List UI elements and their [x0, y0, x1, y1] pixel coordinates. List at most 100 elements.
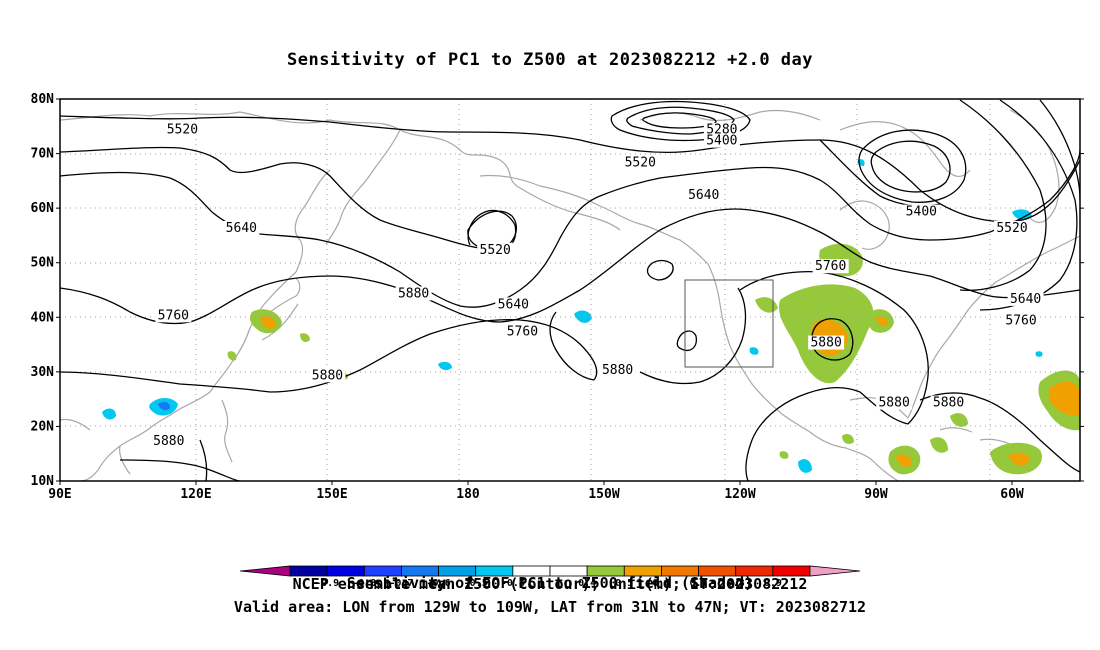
lon-tick-label: 120E	[180, 487, 211, 502]
lon-tick-label: 120W	[724, 487, 755, 502]
colorbar-label: -0.5	[464, 578, 488, 589]
lon-tick-label: 180	[456, 487, 480, 502]
lat-tick-label: 60N	[31, 201, 55, 216]
contour-label: 5880	[398, 286, 429, 301]
lon-tick-label: 90E	[48, 487, 71, 502]
lat-tick-label: 10N	[31, 474, 55, 489]
contour-label-bg	[808, 335, 845, 350]
contour-label-bg	[1007, 291, 1044, 306]
contour-label: 5760	[158, 308, 189, 323]
z500-contours	[60, 99, 1080, 481]
shaded-green-caribbean-3	[930, 437, 948, 453]
colorbar-label: 0.8	[727, 578, 745, 589]
colorbar-label: 0.9	[764, 578, 782, 589]
lat-tick-label: 50N	[31, 256, 55, 271]
shaded-orange-atlantic	[1048, 381, 1080, 416]
contour-label: 5520	[480, 243, 511, 258]
contour-label-bg	[994, 220, 1030, 235]
lat-tick-label: 30N	[31, 365, 55, 380]
contour-label: 5880	[312, 368, 343, 383]
caption-contour-info: NCEP ensemble mean Z500 (Contour); unit(…	[292, 575, 808, 593]
contour-label-bg	[903, 204, 940, 219]
shaded-orange-japan	[260, 316, 276, 329]
valid-area-box	[684, 279, 774, 368]
lat-tick-label: 80N	[31, 92, 55, 107]
contour-labels: 5520564055205280540055205640540055205640…	[150, 122, 1044, 449]
colorbar-label: 0.6	[652, 578, 670, 589]
contour-label: 5640	[498, 297, 529, 312]
contour-label-bg	[223, 220, 260, 235]
lon-tick-label: 150E	[316, 487, 347, 502]
colorbar-title: Sensitivity of EOF PC1 to Z500 field (Sh…	[347, 574, 753, 592]
lat-tick-labels: 80N 70N 60N 50N 40N 30N 20N 10N	[31, 92, 55, 489]
shaded-green-small-2	[227, 351, 237, 361]
coastlines	[60, 109, 1080, 481]
shaded-cyan-asia-2	[102, 408, 116, 420]
shaded-green-west	[755, 297, 778, 313]
shaded-cyan-small-3	[1035, 351, 1043, 357]
contour-label-bg	[309, 368, 346, 383]
contour-label-bg	[876, 395, 913, 410]
lon-tick-label: 60W	[1000, 487, 1024, 502]
shaded-orange-caribbean-1	[1008, 452, 1030, 466]
colorbar-label: 0.7	[690, 578, 708, 589]
lon-tick-label: 150W	[588, 487, 619, 502]
contour-label-bg	[812, 259, 849, 274]
contour-label-bg	[150, 433, 187, 448]
lon-tick-label: 90W	[864, 487, 888, 502]
contour-label: 5880	[933, 396, 964, 411]
lon-tick-labels: 90E 120E 150E 180 150W 120W 90W 60W	[48, 487, 1024, 502]
caption-valid-area: Valid area: LON from 129W to 109W, LAT f…	[233, 598, 867, 616]
colorbar-max-arrow	[809, 565, 861, 577]
contour-label: 5640	[688, 188, 719, 203]
contour-label: 5640	[1010, 292, 1041, 307]
colorbar-label: 0.4	[578, 578, 596, 589]
contour-label-bg	[155, 308, 192, 323]
contour-label: 5520	[167, 123, 198, 138]
shaded-cyan-small	[749, 347, 759, 355]
contour-label-bg	[599, 362, 636, 377]
colorbar-label: -0.6	[427, 578, 451, 589]
contour-label-bg	[930, 395, 967, 410]
contour-label: 5760	[815, 259, 846, 274]
lat-tick-label: 20N	[31, 419, 55, 434]
contour-label: 5400	[906, 205, 937, 220]
contour-label-bg	[395, 286, 432, 301]
shaded-cyan-pacific-2	[438, 361, 452, 371]
contour-label: 5880	[153, 434, 184, 449]
chart-title: Sensitivity of PC1 to Z500 at 2023082212…	[286, 50, 813, 70]
contour-label-bg	[504, 324, 541, 339]
shaded-cyan-pacific-1	[574, 310, 592, 323]
contour-label: 5760	[1005, 314, 1036, 329]
shaded-cyan-pacific-3	[798, 459, 812, 473]
shaded-green-small-5	[842, 434, 854, 444]
colorbar-label: 0.5	[615, 578, 633, 589]
colorbar-label: -0.9	[315, 578, 339, 589]
axis-ticks	[56, 98, 1084, 485]
contour-label: 5880	[878, 396, 909, 411]
lat-tick-label: 70N	[31, 147, 55, 162]
colorbar: -0.9 -0.8 -0.7 -0.6 -0.5 -0.4 0.4 0.5 0.6 0.7 0.8 0…	[239, 565, 861, 592]
colorbar-label: -0.8	[352, 578, 376, 589]
contour-label-bg	[1003, 313, 1040, 328]
contour-label: 5880	[810, 336, 841, 351]
contour-label-bg	[164, 122, 201, 137]
contour-label-bg	[495, 297, 532, 312]
shaded-green-caribbean-4	[950, 413, 968, 427]
colorbar-label: -0.4	[501, 578, 525, 589]
contour-label-bg	[685, 188, 722, 203]
shaded-orange-caribbean-2	[896, 454, 912, 467]
shaded-orange-ne-us	[876, 316, 888, 326]
contour-label: 5640	[226, 221, 257, 236]
shaded-blue-asia-1	[158, 401, 170, 411]
contour-label-bg	[703, 133, 740, 148]
shaded-cyan-greenland	[1012, 209, 1032, 221]
plot-frame	[59, 98, 1081, 482]
contour-label-bg	[622, 155, 659, 170]
contour-label: 5520	[625, 155, 656, 170]
contour-label-bg	[703, 122, 740, 137]
contour-label: 5760	[507, 325, 538, 340]
contour-label: 5400	[706, 134, 737, 149]
colorbar-label: -0.7	[389, 578, 413, 589]
